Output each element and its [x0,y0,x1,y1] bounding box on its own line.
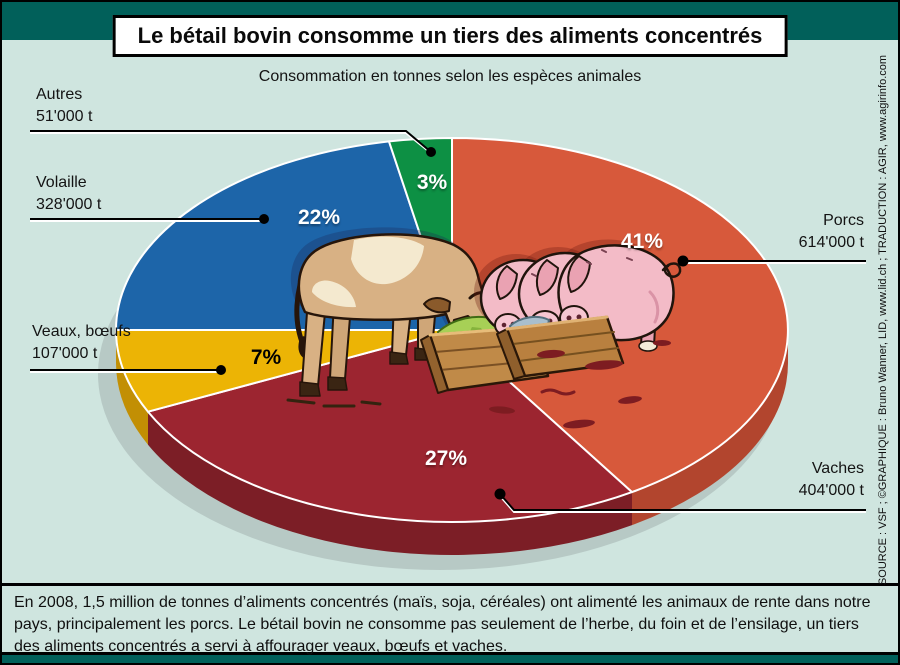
callout-label: Veaux, bœufs [32,323,131,340]
mud-splotches [489,340,671,429]
pct-label-porcs: 41% [620,230,664,253]
source-credit: SOURCE : VSF ; ©GRAPHIQUE : Bruno Wanner… [877,54,889,586]
illustrations [286,227,682,429]
vaches-leader-line [499,493,866,511]
bottom-band [2,652,898,663]
callout-value: 51'000 t [36,108,93,125]
page-title: Le bétail bovin consomme un tiers des al… [137,23,763,48]
pig-ear [567,255,591,293]
callout-lines [30,130,866,513]
cow-ear [423,297,451,314]
pigs-illustration [479,244,682,358]
callout-value: 328'000 t [36,196,102,213]
callout-value: 614'000 t [798,234,864,251]
autres-leader-dot [426,147,436,157]
callout-vaches: Vaches 404'000 t [604,458,864,502]
pct-label-vaches: 27% [424,447,468,470]
pct-label-veaux: 7% [250,346,282,369]
callout-veaux: Veaux, bœufs 107'000 t [32,321,131,365]
porcs-leader-dot [677,255,689,267]
pct-label-autres: 3% [416,171,448,194]
volaille-leader-dot [259,214,269,224]
callout-volaille: Volaille 328'000 t [36,172,101,216]
callout-value: 404'000 t [798,482,864,499]
pct-label-volaille: 22% [297,206,341,229]
footer-box: En 2008, 1,5 million de tonnes d’aliment… [2,583,898,655]
footer-text: En 2008, 1,5 million de tonnes d’aliment… [14,594,871,655]
callout-label: Autres [36,86,83,103]
chart-subtitle: Consommation en tonnes selon les espèces… [258,68,642,85]
callout-label: Volaille [36,174,87,191]
callout-porcs: Porcs 614'000 t [604,210,864,254]
callout-value: 107'000 t [32,345,98,362]
title-box: Le bétail bovin consomme un tiers des al… [112,15,788,57]
ground-dashes [286,398,382,408]
vaches-leader-dot [494,488,506,500]
pig-trough [496,315,625,380]
callout-label: Porcs [823,212,864,229]
veaux-leader-dot [216,365,226,375]
autres-leader-line [30,130,432,153]
callout-label: Vaches [811,460,864,477]
callout-autres: Autres 51'000 t [36,84,92,128]
pig-tail [661,262,682,278]
